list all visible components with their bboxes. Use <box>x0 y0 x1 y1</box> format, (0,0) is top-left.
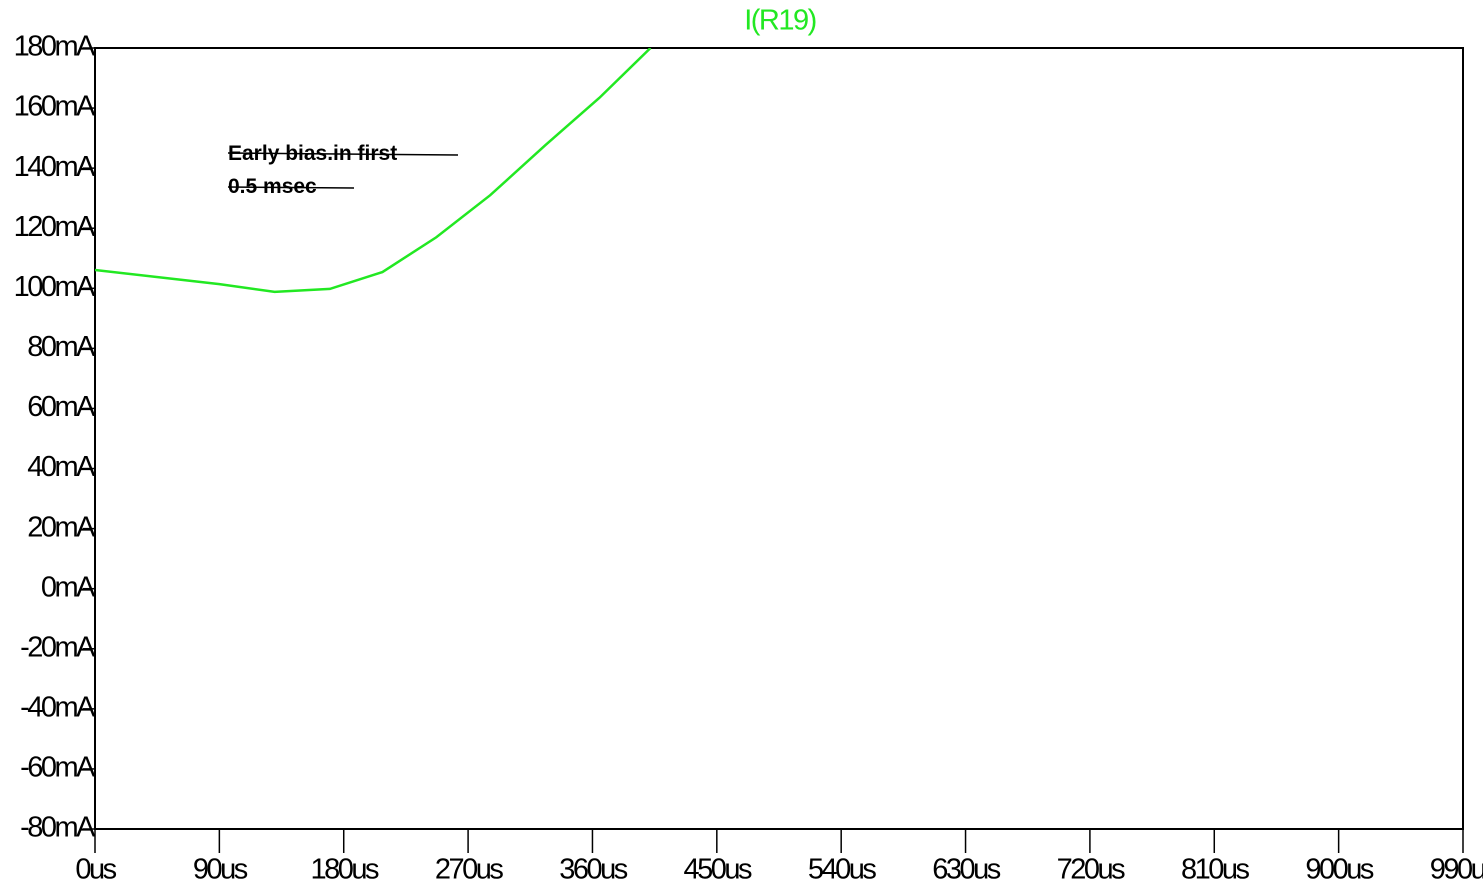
x-tick-label: 630us <box>932 854 1001 883</box>
y-tick-label: 60mA <box>27 391 96 423</box>
series-line <box>95 48 652 294</box>
x-tick-label: 810us <box>1181 854 1250 883</box>
y-tick-label: 140mA <box>14 151 97 183</box>
legend-entry: I(R19) <box>744 5 816 37</box>
plot-frame <box>94 47 1464 830</box>
x-tick-label: 0us <box>75 854 116 883</box>
x-tick-label: 900us <box>1305 854 1374 883</box>
y-tick-label: -80mA <box>20 812 96 844</box>
y-tick-label: 40mA <box>27 451 96 483</box>
x-tick-label: 990us <box>1430 854 1483 883</box>
x-tick-label: 540us <box>808 854 877 883</box>
annotation-line <box>227 186 355 189</box>
annotation: 0.5 msec <box>228 175 317 198</box>
x-tick-label: 360us <box>559 854 628 883</box>
x-tick-label: 450us <box>684 854 753 883</box>
y-tick-label: 0mA <box>41 571 96 603</box>
y-tick-label: 100mA <box>14 271 97 303</box>
y-tick-label: -60mA <box>20 752 96 784</box>
y-tick-label: -40mA <box>20 692 96 724</box>
y-tick-label: 120mA <box>14 211 97 243</box>
x-tick-label: 90us <box>193 854 248 883</box>
y-tick-label: 80mA <box>27 331 96 363</box>
annotation-line <box>227 152 459 156</box>
x-tick-label: 180us <box>310 854 379 883</box>
y-tick-label: 180mA <box>14 31 97 63</box>
y-tick-label: 20mA <box>27 511 96 543</box>
x-tick-label: 270us <box>435 854 504 883</box>
x-tick-label: 720us <box>1057 854 1126 883</box>
y-tick-label: -20mA <box>20 631 96 663</box>
y-tick-label: 160mA <box>14 91 97 123</box>
